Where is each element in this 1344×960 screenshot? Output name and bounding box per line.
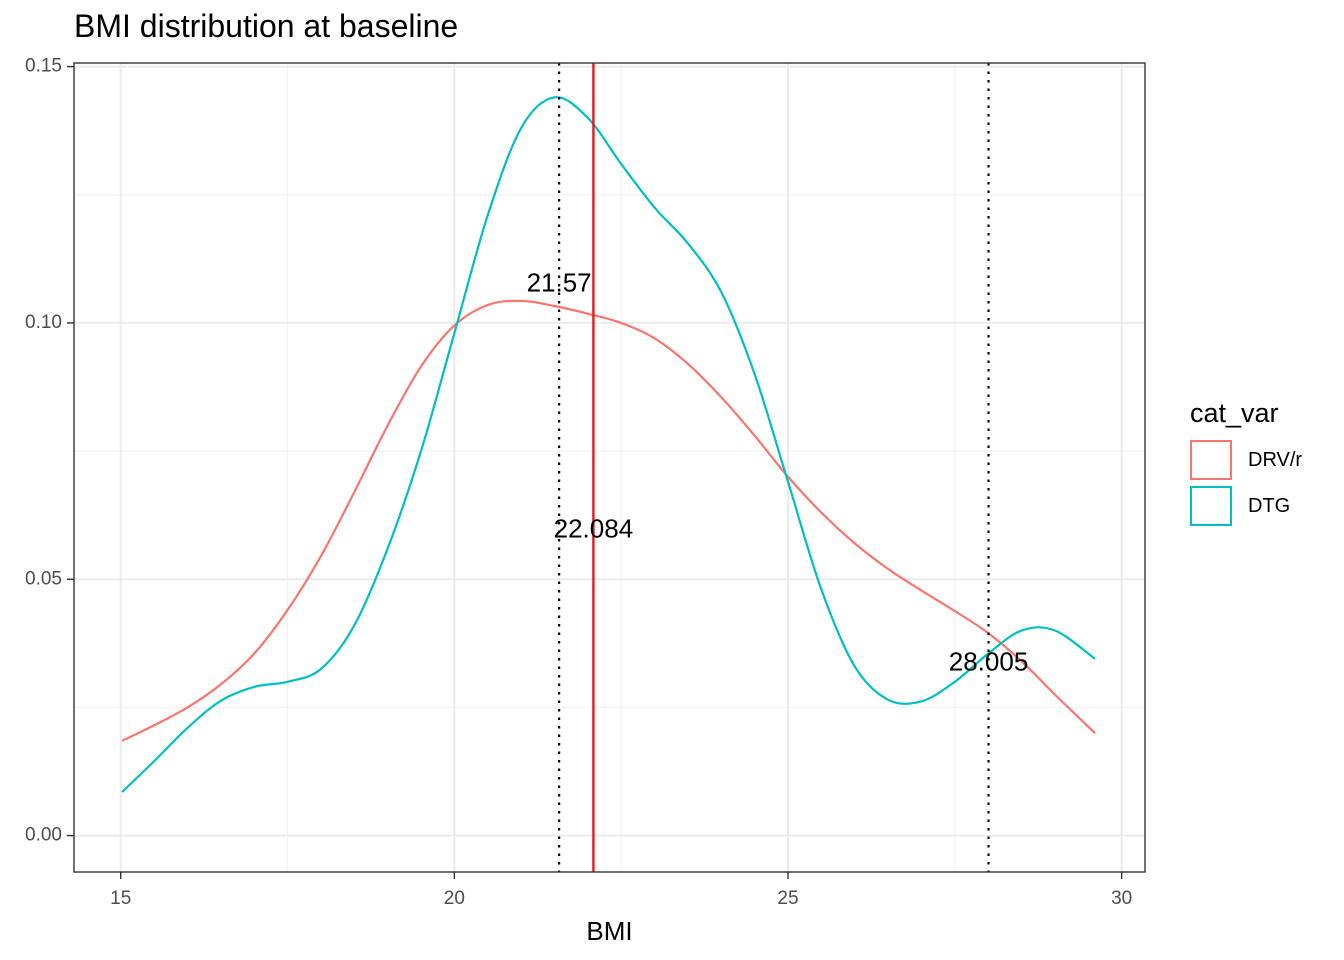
legend-label-drv-r: DRV/r	[1248, 448, 1303, 471]
y-tick-label: 0.10	[25, 312, 62, 333]
x-axis-label: BMI	[586, 916, 632, 946]
panel-border	[73, 62, 1146, 873]
legend-key-drv-r	[1190, 440, 1232, 480]
chart-title: BMI distribution at baseline	[74, 8, 459, 44]
legend-title: cat_var	[1190, 398, 1279, 428]
reference-label-22-084: 22.084	[554, 513, 634, 543]
y-tick-label: 0.00	[25, 825, 62, 846]
x-tick-label: 25	[777, 888, 798, 909]
reference-lines: 21.57 22.084 28.005	[527, 63, 1029, 872]
x-tick-label: 30	[1111, 888, 1132, 909]
density-curves	[121, 96, 1096, 793]
reference-label-21-57: 21.57	[527, 267, 592, 297]
grid-lines	[74, 63, 1145, 872]
density-line-drv-r	[121, 299, 1096, 742]
x-tick-label: 15	[110, 888, 131, 909]
density-line-dtg	[121, 96, 1096, 793]
axes: 15 20 25 30 0.00 0.05 0.10 0.15 BMI	[25, 56, 1132, 946]
legend-label-dtg: DTG	[1248, 494, 1291, 517]
legend-key-dtg	[1190, 486, 1232, 526]
reference-label-28-005: 28.005	[949, 647, 1029, 677]
x-tick-label: 20	[444, 888, 465, 909]
legend-item-dtg: DTG	[1190, 483, 1302, 529]
y-tick-label: 0.15	[25, 56, 62, 77]
y-tick-label: 0.05	[25, 568, 62, 589]
legend-item-drv-r: DRV/r	[1190, 437, 1302, 483]
legend: cat_var DRV/r DTG	[1190, 398, 1302, 529]
